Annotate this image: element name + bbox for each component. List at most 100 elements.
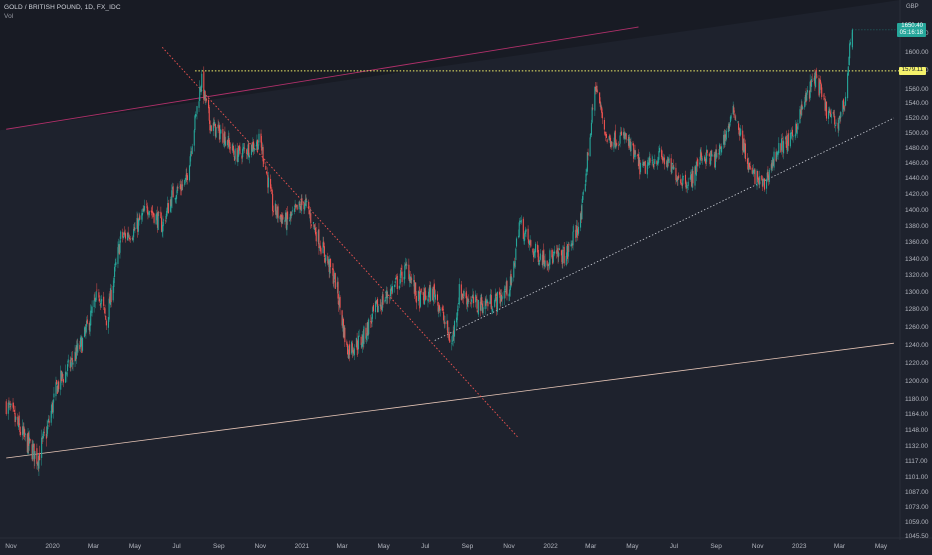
candle [237, 150, 239, 167]
candle [518, 217, 520, 238]
candle [29, 438, 31, 444]
candle [396, 273, 398, 280]
candle [143, 199, 146, 213]
candle [161, 212, 163, 233]
candle [337, 277, 339, 305]
candle [190, 148, 193, 157]
candle [382, 290, 384, 308]
candle [96, 283, 98, 292]
candle [357, 330, 360, 354]
candle [768, 167, 770, 185]
candle [128, 234, 131, 242]
x-tick-label: Jul [670, 543, 679, 550]
candle [825, 101, 828, 122]
candle [677, 175, 679, 186]
candle [298, 200, 300, 214]
candle [169, 196, 171, 214]
symbol-title[interactable]: GOLD / BRITISH POUND, 1D, FX_IDC [4, 4, 121, 11]
candle [19, 423, 21, 436]
trendline[interactable] [161, 46, 519, 439]
trendline[interactable] [434, 117, 895, 341]
candle [212, 118, 214, 137]
candle [594, 81, 597, 95]
candle [768, 174, 770, 186]
candle [663, 153, 665, 163]
candle [614, 130, 616, 145]
candle [410, 276, 412, 287]
candle [241, 153, 243, 165]
candle [127, 226, 129, 241]
candle [317, 229, 319, 245]
candle [189, 153, 191, 167]
candle [637, 153, 639, 159]
candle [139, 213, 141, 220]
x-tick-label: May [875, 543, 888, 550]
candle [619, 132, 621, 148]
candle [813, 72, 815, 84]
candle [537, 241, 539, 258]
candle [57, 380, 59, 393]
candle [374, 297, 377, 320]
candle [627, 134, 629, 146]
candle [706, 149, 708, 156]
y-tick-label: 1540.00 [905, 100, 929, 107]
candle [75, 347, 77, 362]
candle [118, 244, 120, 255]
candle [714, 151, 716, 169]
candle [543, 243, 545, 264]
x-tick-label: Sep [213, 543, 225, 550]
candle [577, 228, 579, 241]
candle [222, 123, 224, 144]
candle [418, 286, 420, 300]
candle [244, 143, 246, 154]
candle [156, 209, 158, 221]
candle [285, 210, 287, 222]
candle [754, 167, 756, 185]
candle [77, 338, 79, 356]
trendline[interactable] [6, 26, 639, 130]
candle [27, 428, 29, 456]
candle [420, 288, 422, 295]
candle [425, 290, 427, 301]
candle [289, 211, 291, 225]
candle [109, 283, 112, 308]
candle [80, 334, 82, 347]
candle [753, 168, 755, 175]
candle [458, 297, 460, 305]
candle [403, 271, 405, 286]
candle [838, 115, 840, 124]
trendline[interactable] [6, 342, 894, 459]
candle [552, 249, 554, 265]
candle [53, 387, 55, 403]
candle [437, 301, 439, 314]
candle [663, 154, 665, 170]
candle [310, 223, 312, 228]
candle [153, 212, 155, 225]
candle [761, 175, 764, 192]
candle [838, 117, 840, 137]
candle [41, 429, 43, 466]
candle [275, 204, 277, 219]
candle [506, 279, 508, 301]
candle [603, 117, 605, 136]
y-tick-label: 1220.00 [905, 360, 929, 367]
volume-indicator-label[interactable]: Vol [4, 13, 14, 20]
candle [43, 426, 45, 437]
candle [490, 289, 492, 310]
candle [205, 94, 207, 105]
candle [32, 440, 35, 455]
candle [265, 171, 268, 175]
candle [553, 249, 555, 255]
candle [51, 401, 53, 418]
candle [284, 217, 286, 225]
candle [565, 252, 567, 267]
candle [250, 144, 253, 158]
y-tick-label: 1280.00 [905, 306, 929, 313]
candle [280, 212, 283, 228]
candle [266, 167, 268, 177]
candle [620, 126, 622, 137]
candle [356, 332, 358, 356]
candle [24, 426, 26, 441]
